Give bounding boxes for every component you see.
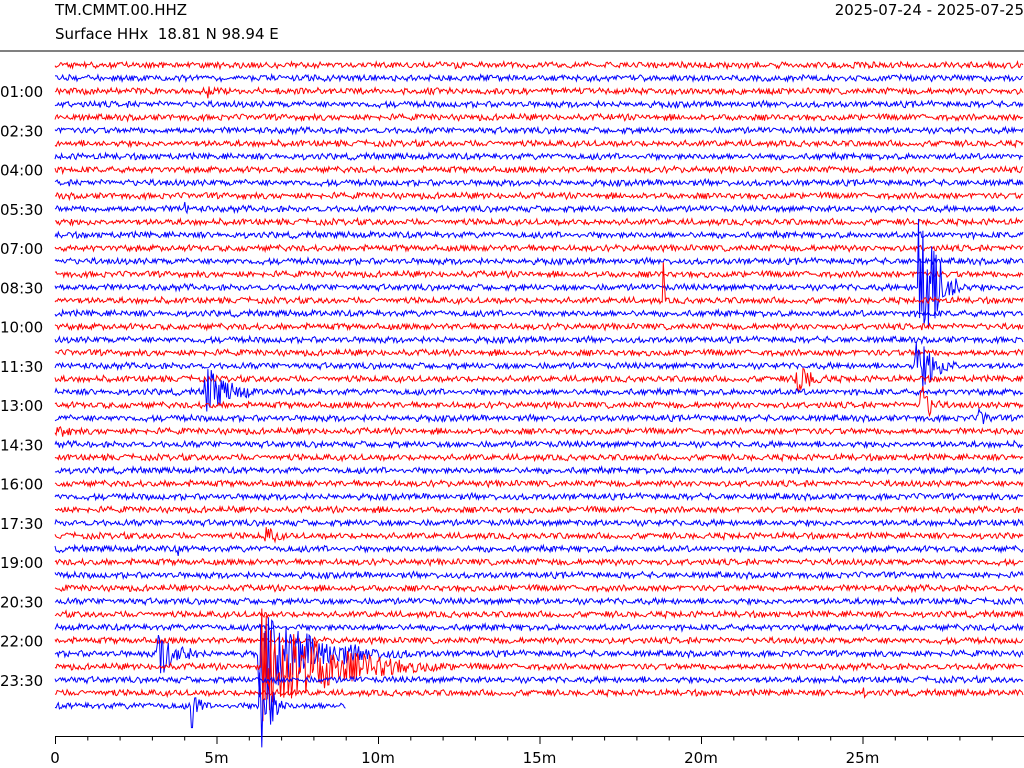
y-tick-label: 08:30 [0, 279, 43, 297]
x-tick-label: 20m [684, 749, 718, 767]
y-tick-label: 01:00 [0, 83, 43, 101]
y-tick-label: 23:30 [0, 672, 43, 690]
trace-line-41 [54, 596, 1024, 607]
trace-line-0 [54, 59, 1024, 71]
station-location: Surface HHx 18.81 N 98.94 E [55, 25, 279, 43]
trace-line-26 [54, 386, 1024, 418]
trace-line-21 [54, 334, 1024, 345]
trace-line-42 [54, 609, 1024, 620]
trace-line-12 [54, 216, 1024, 228]
trace-line-34 [55, 504, 1024, 515]
y-tick-label: 05:30 [0, 201, 43, 219]
y-tick-label: 13:00 [0, 397, 43, 415]
trace-line-49 [54, 672, 346, 748]
trace-line-28 [54, 426, 1024, 437]
y-tick-label: 11:30 [0, 358, 43, 376]
y-tick-label: 19:00 [0, 554, 43, 572]
trace-group [54, 59, 1024, 748]
trace-line-37 [54, 543, 1024, 557]
trace-line-15 [54, 256, 1024, 267]
trace-line-19 [54, 308, 1024, 319]
trace-line-23 [54, 342, 1024, 388]
station-id: TM.CMMT.00.HHZ [55, 1, 188, 19]
trace-line-27 [54, 407, 1024, 425]
trace-line-44 [54, 635, 1024, 646]
y-tick-label: 14:30 [0, 436, 43, 454]
trace-line-45 [54, 617, 1024, 698]
trace-line-22 [54, 347, 1024, 358]
y-tick-label: 02:30 [0, 122, 43, 140]
trace-line-30 [54, 452, 1024, 463]
y-tick-label: 22:00 [0, 633, 43, 651]
date-range: 2025-07-24 - 2025-07-25 [834, 1, 1024, 19]
trace-line-25 [54, 369, 1024, 412]
trace-line-46 [54, 608, 1024, 722]
x-tick-label: 0 [50, 749, 60, 767]
trace-line-9 [54, 177, 1024, 188]
trace-line-31 [54, 465, 1024, 476]
trace-line-47 [54, 674, 1024, 685]
trace-line-32 [54, 478, 1024, 489]
x-tick-label: 15m [523, 749, 557, 767]
trace-line-2 [54, 86, 1024, 99]
trace-line-6 [54, 138, 1024, 149]
y-tick-label: 04:00 [0, 162, 43, 180]
trace-line-43 [54, 622, 1024, 633]
trace-line-7 [54, 151, 1024, 162]
trace-line-36 [54, 527, 1024, 544]
trace-line-10 [54, 190, 1024, 202]
trace-line-35 [54, 517, 1024, 528]
trace-line-33 [54, 491, 1024, 502]
trace-line-39 [54, 570, 1024, 581]
trace-line-38 [54, 557, 1024, 568]
trace-line-24 [54, 367, 1024, 394]
trace-line-8 [54, 164, 1024, 176]
x-axis-ticks: 0 5m 10m 15m 20m 25m [50, 736, 993, 767]
y-axis-labels: 01:00 02:30 04:00 05:30 07:00 08:30 10:00 11:30… [0, 83, 43, 690]
trace-line-5 [54, 125, 1024, 136]
y-tick-label: 17:30 [0, 515, 43, 533]
trace-line-4 [54, 112, 1024, 123]
y-tick-label: 10:00 [0, 319, 43, 337]
trace-line-13 [54, 229, 1024, 241]
trace-line-16 [54, 269, 1024, 280]
trace-line-17 [54, 218, 1024, 327]
x-tick-label: 25m [846, 749, 880, 767]
trace-line-3 [54, 99, 1024, 110]
y-tick-label: 07:00 [0, 240, 43, 258]
y-tick-label: 16:00 [0, 476, 43, 494]
y-tick-label: 20:30 [0, 593, 43, 611]
trace-line-18 [54, 262, 1024, 306]
trace-line-1 [54, 72, 1024, 84]
trace-line-14 [54, 243, 1024, 254]
trace-line-40 [54, 583, 1024, 594]
trace-line-11 [54, 201, 1024, 215]
x-tick-label: 5m [204, 749, 228, 767]
x-tick-label: 10m [361, 749, 395, 767]
trace-line-20 [54, 321, 1024, 332]
trace-line-48 [54, 687, 1024, 699]
trace-line-29 [54, 439, 1024, 450]
